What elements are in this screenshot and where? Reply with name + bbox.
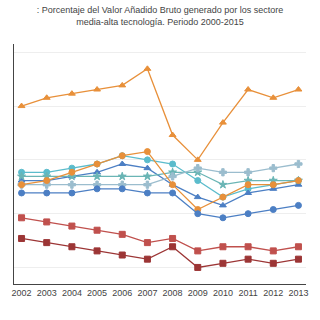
svg-text:: Porcentaje del Valor Añadido: : Porcentaje del Valor Añadido Bruto gen… (37, 5, 284, 27)
svg-text:2003: 2003 (37, 288, 57, 298)
svg-text:2005: 2005 (87, 288, 107, 298)
svg-text:2011: 2011 (238, 288, 257, 298)
svg-text:2007: 2007 (137, 288, 157, 298)
svg-text:2006: 2006 (112, 288, 132, 298)
svg-text:2004: 2004 (62, 288, 82, 298)
svg-text:2012: 2012 (263, 288, 283, 298)
svg-text:2013: 2013 (288, 288, 308, 298)
svg-text:2008: 2008 (163, 288, 183, 298)
svg-text:2002: 2002 (12, 288, 32, 298)
svg-text:2010: 2010 (213, 288, 233, 298)
svg-text:2009: 2009 (188, 288, 208, 298)
